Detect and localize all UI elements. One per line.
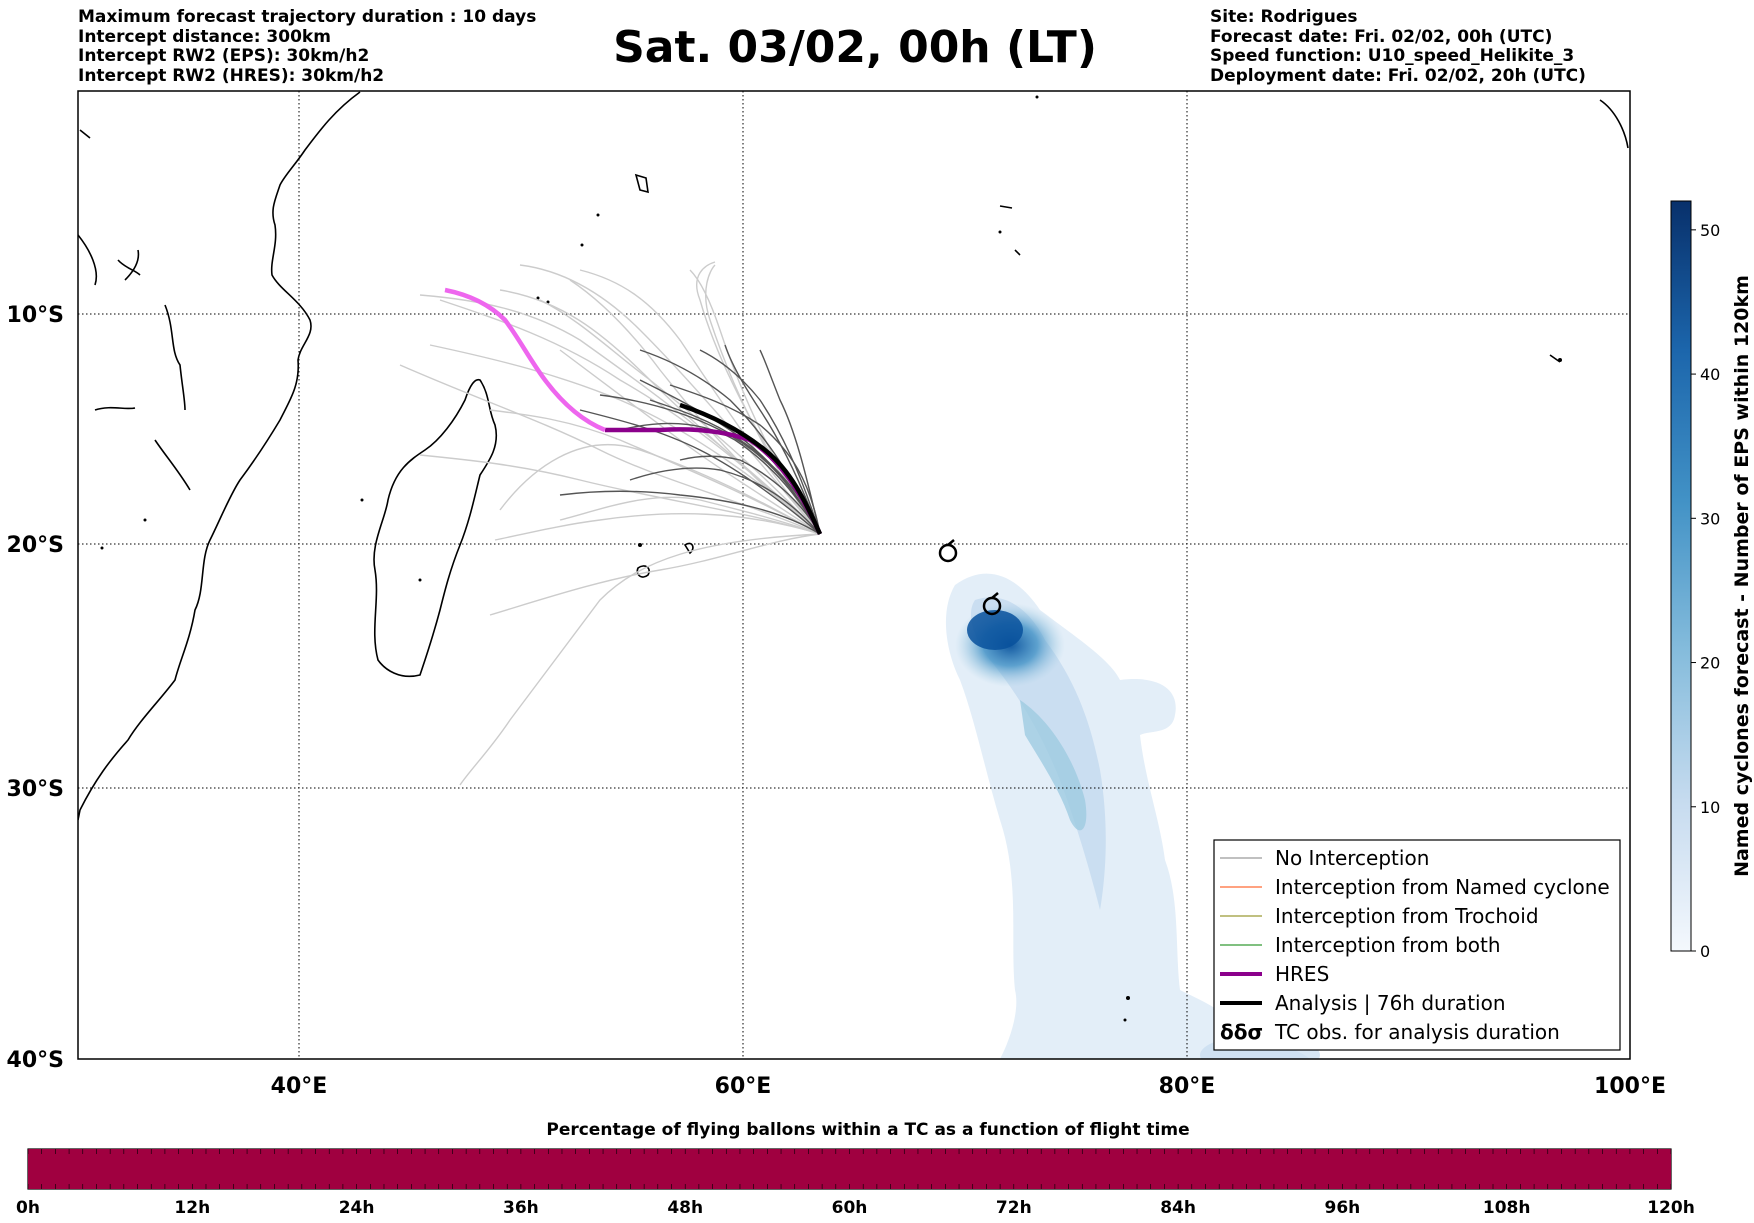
- legend-label: Analysis | 76h duration: [1275, 991, 1506, 1015]
- flight-time-tick-label: 72h: [996, 1198, 1032, 1218]
- graticule: [78, 91, 1630, 1059]
- lon-label: 60°E: [715, 1074, 772, 1099]
- legend-item: δδσ TC obs. for analysis duration: [1220, 1020, 1560, 1044]
- header-right-line: Deployment date: Fri. 02/02, 20h (UTC): [1210, 65, 1586, 86]
- flight-time-tick-label: 108h: [1483, 1198, 1531, 1218]
- colorbar-tick-label: 10: [1700, 798, 1720, 817]
- flight-time-tick-label: 48h: [667, 1198, 703, 1218]
- map-frame: [77, 90, 1631, 1060]
- analysis-trajectory: [679, 402, 823, 535]
- legend-label: Interception from Named cyclone: [1275, 875, 1610, 899]
- legend-label: Interception from both: [1275, 933, 1501, 957]
- coastlines: [78, 91, 1629, 821]
- lon-label: 80°E: [1159, 1074, 1216, 1099]
- legend-item: HRES: [1220, 962, 1329, 986]
- lon-label: 100°E: [1594, 1074, 1666, 1099]
- header-right-line: Forecast date: Fri. 02/02, 00h (UTC): [1210, 26, 1553, 47]
- legend: No Interception Interception from Named c…: [1213, 839, 1621, 1051]
- flight-time-tick-label: 60h: [832, 1198, 868, 1218]
- lat-label: 40°S: [7, 1048, 64, 1073]
- header-left-info: Maximum forecast trajectory duration : 1…: [78, 7, 537, 86]
- tc-symbol-tail-icon: [991, 592, 999, 599]
- eps-trajectories: [399, 261, 821, 786]
- legend-label: Interception from Trochoid: [1275, 904, 1539, 928]
- lon-label: 40°E: [271, 1074, 328, 1099]
- tc-symbol-tail-icon: [947, 539, 955, 546]
- lat-label: 10°S: [7, 303, 64, 328]
- flight-time-tick-label: 0h: [16, 1198, 40, 1218]
- flight-time-tick-label: 36h: [503, 1198, 539, 1218]
- colorbar-tick-label: 50: [1700, 221, 1720, 240]
- lat-label: 20°S: [7, 533, 64, 558]
- small-islands: [100, 95, 1562, 1022]
- flight-time-tick-label: 96h: [1325, 1198, 1361, 1218]
- hres-trajectory-later: [444, 287, 606, 433]
- legend-item: Interception from Trochoid: [1220, 904, 1539, 928]
- header-left-line: Intercept RW2 (HRES): 30km/h2: [78, 65, 385, 86]
- legend-box: [1213, 839, 1621, 1051]
- header-right-info: Site: Rodrigues Forecast date: Fri. 02/0…: [1210, 7, 1586, 86]
- colorbar-tick-label: 30: [1700, 509, 1720, 528]
- legend-item: Interception from both: [1220, 933, 1501, 957]
- header-left-line: Intercept RW2 (EPS): 30km/h2: [78, 46, 370, 66]
- longitude-labels: 40°E 60°E 80°E 100°E: [271, 1074, 1666, 1099]
- latitude-labels: 10°S 20°S 30°S 40°S: [7, 303, 64, 1073]
- legend-item: Analysis | 76h duration: [1220, 991, 1506, 1015]
- flight-time-tick-label: 120h: [1647, 1198, 1695, 1218]
- percentage-bar-fill: [28, 1149, 1671, 1189]
- flight-time-tick-label: 84h: [1160, 1198, 1196, 1218]
- legend-item: Interception from Named cyclone: [1220, 875, 1610, 899]
- header-left-line: Intercept distance: 300km: [78, 26, 331, 47]
- cyclone-symbols-icon: δδσ: [1220, 1020, 1263, 1044]
- tc-observation-symbols: [938, 539, 1002, 616]
- legend-label: TC obs. for analysis duration: [1274, 1020, 1560, 1044]
- colorbar-gradient: [1670, 200, 1692, 952]
- percentage-bar: Percentage of flying ballons within a TC…: [16, 1120, 1695, 1218]
- page-title: Sat. 03/02, 00h (LT): [613, 22, 1097, 73]
- colorbar-tick-label: 20: [1700, 654, 1720, 673]
- cyclone-density-field: [945, 573, 1320, 1059]
- density-colorbar: 0 10 20 30 40 50 Named cyclones forecast - Nu…: [1670, 200, 1753, 961]
- percentage-bar-title: Percentage of flying ballons within a TC…: [546, 1120, 1189, 1140]
- header-right-line: Speed function: U10_speed_Helikite_3: [1210, 46, 1575, 66]
- colorbar-tick-label: 40: [1700, 365, 1720, 384]
- legend-label: HRES: [1275, 962, 1329, 986]
- header-left-line: Maximum forecast trajectory duration : 1…: [78, 7, 537, 27]
- flight-time-tick-label: 24h: [339, 1198, 375, 1218]
- colorbar-label: Named cyclones forecast - Number of EPS …: [1731, 275, 1753, 877]
- lat-label: 30°S: [7, 777, 64, 802]
- header-right-line: Site: Rodrigues: [1210, 7, 1358, 27]
- colorbar-tick-label: 0: [1700, 942, 1710, 961]
- flight-time-tick-label: 12h: [174, 1198, 210, 1218]
- legend-item: No Interception: [1220, 846, 1429, 870]
- legend-label: No Interception: [1275, 846, 1429, 870]
